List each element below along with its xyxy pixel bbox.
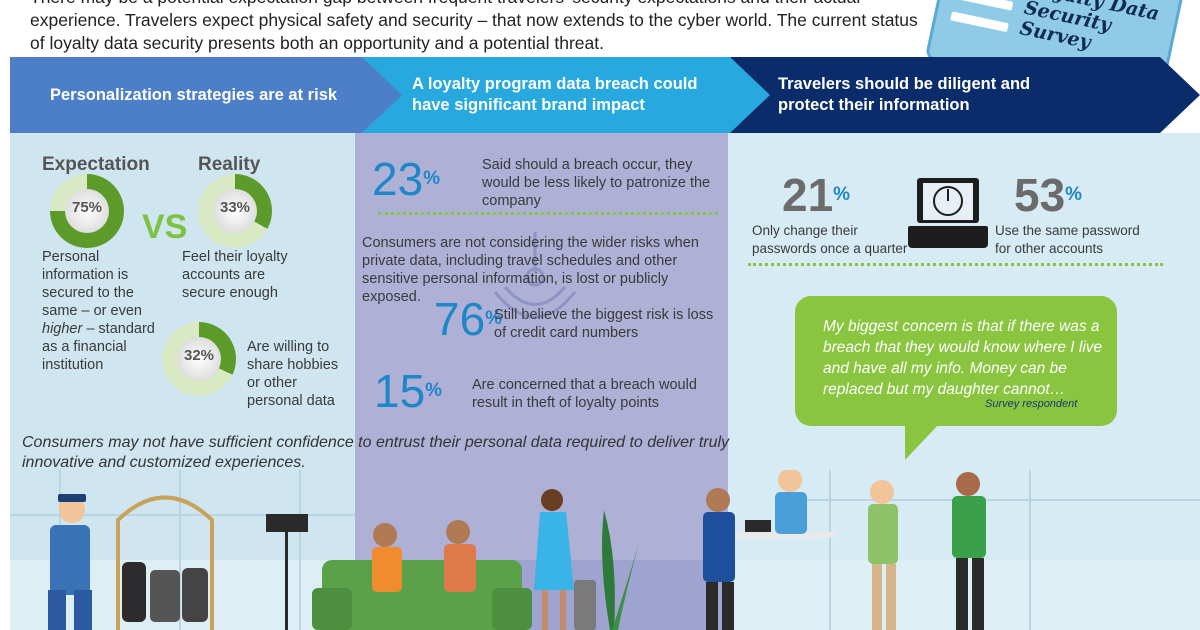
stat-21-text: Only change their passwords once a quart… bbox=[752, 223, 908, 256]
stat-percent: % bbox=[833, 184, 851, 205]
laptop-icon bbox=[917, 178, 979, 223]
laptop-keyboard-icon bbox=[908, 226, 988, 248]
quote-source: Survey respondent bbox=[985, 398, 1078, 410]
stat-15-text: Are concerned that a breach would result… bbox=[472, 377, 697, 411]
badge-line-icon bbox=[954, 0, 1014, 11]
donut-expectation: 75% bbox=[50, 174, 124, 248]
stat-53-text: Use the same password for other accounts bbox=[995, 223, 1140, 256]
stat-15: 15% bbox=[374, 368, 442, 414]
scenery-illustration bbox=[10, 470, 1200, 630]
banner-personalization: Personalization strategies are at risk bbox=[10, 57, 405, 133]
donut-label: 75% bbox=[71, 199, 103, 216]
luggage-cart-icon bbox=[116, 495, 214, 630]
stat-53: 53% bbox=[1014, 172, 1082, 218]
donut-hole bbox=[213, 189, 257, 233]
stat-76-text: Still believe the biggest risk is loss o… bbox=[494, 307, 714, 341]
quote-bubble: My biggest concern is that if there was … bbox=[795, 296, 1117, 460]
stat-number: 21 bbox=[782, 169, 834, 221]
stat-23: 23% bbox=[372, 156, 440, 202]
bellhop-figure-icon bbox=[48, 494, 92, 630]
banner-label: Travelers should be diligent and protect… bbox=[778, 75, 1031, 114]
donut-label: 33% bbox=[219, 199, 251, 216]
donut-share: 32% bbox=[162, 322, 236, 396]
banner-brand-impact: A loyalty program data breach could have… bbox=[362, 57, 772, 133]
share-text: Are willing to share hobbies or other pe… bbox=[247, 339, 339, 409]
divider-dots bbox=[378, 212, 718, 215]
reality-text: Feel their loyalty accounts are secure e… bbox=[182, 249, 288, 301]
stat-number: 15 bbox=[374, 365, 426, 417]
banner-label: Personalization strategies are at risk bbox=[50, 85, 338, 104]
intro-text: There may be a potential expectation gap… bbox=[30, 0, 918, 53]
risk-paragraph: Consumers are not considering the wider … bbox=[362, 235, 699, 305]
stat-number: 23 bbox=[372, 153, 424, 205]
stat-number: 76 bbox=[434, 293, 486, 345]
stat-percent: % bbox=[485, 308, 503, 329]
expectation-heading: Expectation bbox=[42, 154, 150, 175]
stat-76: 76% bbox=[434, 296, 502, 342]
donut-reality: 33% bbox=[198, 174, 272, 248]
chandelier-icon bbox=[493, 232, 577, 319]
vs-label: VS bbox=[142, 208, 188, 246]
stat-percent: % bbox=[425, 380, 443, 401]
expectation-text-part: – standard as a financial institution bbox=[42, 321, 155, 373]
divider-dots bbox=[748, 263, 1163, 266]
stat-21: 21% bbox=[782, 172, 850, 218]
donut-label: 32% bbox=[183, 347, 215, 364]
clock-icon bbox=[933, 186, 963, 216]
stat-percent: % bbox=[1065, 184, 1083, 205]
expectation-text-part: Personal information is secured to the s… bbox=[42, 249, 142, 319]
expectation-text: Personal information is secured to the s… bbox=[42, 248, 167, 374]
stat-23-text: Said should a breach occur, they would b… bbox=[482, 157, 711, 209]
reality-heading: Reality bbox=[198, 154, 261, 175]
laptop-screen bbox=[923, 183, 973, 220]
stat-number: 53 bbox=[1014, 169, 1066, 221]
donut-hole bbox=[65, 189, 109, 233]
stat-percent: % bbox=[423, 168, 441, 189]
badge-line-icon bbox=[950, 11, 1009, 33]
quote-text: My biggest concern is that if there was … bbox=[823, 318, 1103, 398]
donut-hole bbox=[177, 337, 221, 381]
banner-label: A loyalty program data breach could have… bbox=[412, 75, 698, 114]
expectation-text-emphasis: higher bbox=[42, 321, 83, 337]
banner-diligence: Travelers should be diligent and protect… bbox=[730, 57, 1200, 133]
conclusion-text: Consumers may not have sufficient confid… bbox=[22, 434, 730, 471]
